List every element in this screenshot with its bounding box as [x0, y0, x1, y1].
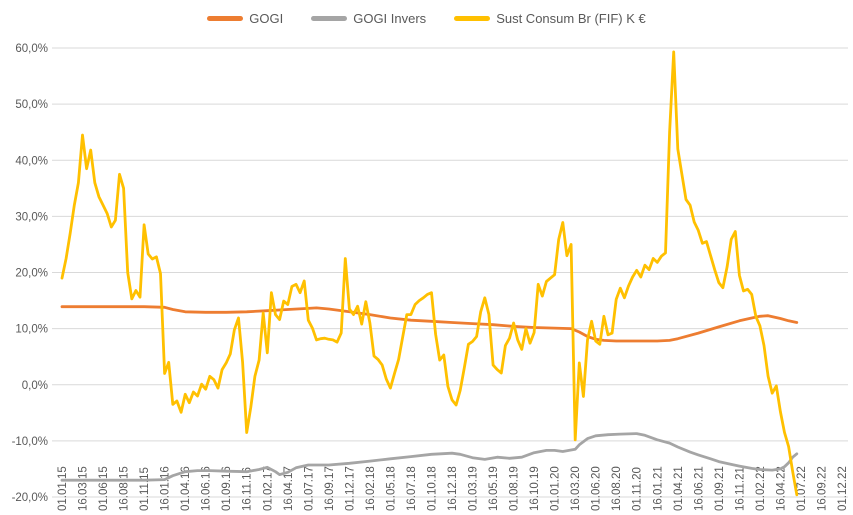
x-tick-label: 16.11.21 — [734, 467, 746, 511]
series-line-gogi[interactable] — [60, 305, 799, 343]
x-tick-label: 01.04.16 — [180, 466, 192, 511]
x-tick-label: 01.06.20 — [591, 466, 603, 511]
x-tick-label: 16.04.17 — [283, 466, 295, 511]
x-tick-label: 01.07.17 — [303, 466, 315, 511]
x-tick-label: 01.02.22 — [755, 466, 767, 511]
y-tick-label: -20,0% — [12, 492, 48, 504]
legend-item-sust-consum[interactable]: Sust Consum Br (FIF) K € — [454, 11, 646, 26]
x-tick-label: 16.03.15 — [78, 466, 90, 511]
x-tick-label: 01.01.15 — [57, 466, 69, 511]
x-tick-label: 01.03.19 — [468, 466, 480, 511]
x-tick-label: 16.09.17 — [324, 466, 336, 511]
x-tick-label: 16.09.22 — [816, 466, 828, 511]
x-tick-label: 01.05.18 — [385, 466, 397, 511]
x-tick-label: 16.06.21 — [693, 466, 705, 511]
x-tick-label: 01.01.20 — [550, 466, 562, 511]
y-tick-label: 0,0% — [22, 380, 48, 392]
legend-label-sust-consum: Sust Consum Br (FIF) K € — [496, 10, 646, 26]
x-tick-label: 16.08.15 — [119, 466, 131, 511]
y-tick-label: 50,0% — [15, 99, 48, 111]
x-tick-label: 16.12.18 — [447, 466, 459, 511]
x-tick-label: 01.12.22 — [837, 466, 849, 511]
x-tick-label: 16.06.16 — [201, 466, 213, 511]
x-tick-label: 16.10.19 — [529, 466, 541, 511]
x-tick-label: 01.06.15 — [98, 466, 110, 511]
x-tick-label: 01.10.18 — [426, 466, 438, 511]
legend-item-gogi-invers[interactable]: GOGI Invers — [311, 11, 426, 26]
x-tick-label: 16.07.18 — [406, 466, 418, 511]
chart-legend: GOGI GOGI Invers Sust Consum Br (FIF) K … — [0, 6, 853, 30]
y-tick-label: 10,0% — [15, 324, 48, 336]
legend-swatch-gogi-icon — [207, 15, 244, 21]
x-tick-label: 16.04.22 — [775, 466, 787, 511]
x-tick-label: 16.01.16 — [160, 466, 172, 511]
x-tick-label: 16.11.16 — [242, 467, 254, 511]
x-tick-label: 01.08.19 — [509, 466, 521, 511]
x-tick-label: 16.01.21 — [652, 466, 664, 511]
x-tick-label: 01.09.21 — [714, 466, 726, 511]
x-tick-label: 16.08.20 — [611, 466, 623, 511]
x-tick-label: 16.03.20 — [570, 466, 582, 511]
legend-label-gogi: GOGI — [249, 10, 284, 26]
series-line-gogi-invers[interactable] — [60, 432, 799, 482]
x-tick-label: 16.02.18 — [365, 466, 377, 511]
y-tick-label: -10,0% — [12, 436, 48, 448]
series-line-sust-consum-br-fif-k-[interactable] — [60, 50, 799, 497]
legend-item-gogi[interactable]: GOGI — [207, 11, 283, 26]
x-tick-label: 01.02.17 — [262, 466, 274, 511]
y-tick-label: 60,0% — [15, 43, 48, 55]
legend-swatch-sust-consum-icon — [454, 15, 491, 21]
x-tick-label: 01.11.15 — [139, 467, 151, 511]
legend-swatch-gogi-invers-icon — [311, 15, 348, 21]
y-tick-label: 40,0% — [15, 155, 48, 167]
x-tick-label: 01.07.22 — [796, 466, 808, 511]
x-tick-label: 01.04.21 — [673, 466, 685, 511]
y-tick-label: 20,0% — [15, 268, 48, 280]
x-tick-label: 16.05.19 — [488, 466, 500, 511]
y-tick-label: 30,0% — [15, 211, 48, 223]
legend-label-gogi-invers: GOGI Invers — [353, 10, 427, 26]
x-tick-label: 01.12.17 — [344, 466, 356, 511]
x-tick-label: 01.11.20 — [632, 467, 644, 511]
x-tick-label: 01.09.16 — [221, 466, 233, 511]
